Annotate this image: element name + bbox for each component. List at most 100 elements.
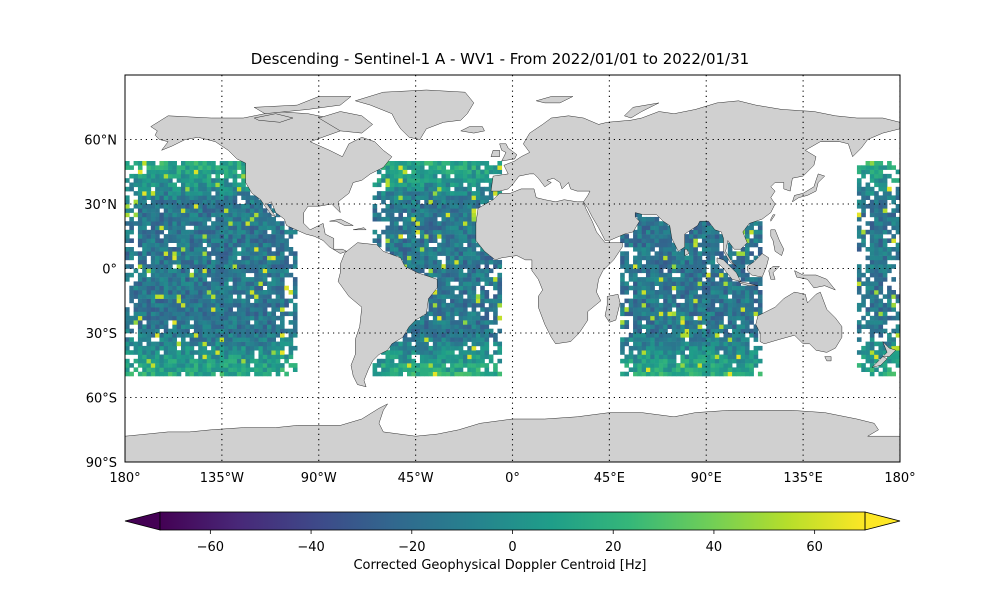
data-cell — [450, 251, 455, 256]
data-cell — [407, 229, 412, 235]
data-cell — [402, 354, 408, 360]
data-cell — [258, 371, 264, 377]
data-cell — [155, 182, 160, 188]
data-cell — [424, 178, 429, 183]
data-cell — [882, 208, 888, 213]
data-cell — [137, 328, 143, 334]
data-cell — [624, 259, 630, 265]
data-cell — [458, 358, 464, 364]
data-cell — [180, 350, 186, 355]
data-cell — [236, 328, 242, 334]
data-cell — [727, 315, 733, 321]
data-cell — [732, 281, 737, 286]
data-cell — [450, 294, 455, 299]
data-cell — [168, 307, 173, 312]
data-cell — [180, 333, 186, 338]
data-cell — [667, 311, 673, 317]
data-cell — [224, 290, 229, 295]
land-iceland — [460, 126, 485, 134]
data-cell — [125, 277, 130, 282]
data-cell — [284, 255, 289, 261]
data-cell — [663, 225, 668, 231]
data-cell — [185, 195, 190, 200]
data-cell — [155, 229, 160, 235]
data-cell — [887, 333, 892, 338]
data-cell — [381, 199, 386, 205]
data-cell — [676, 251, 681, 256]
data-cell — [714, 285, 720, 291]
data-cell — [895, 186, 900, 192]
data-cell — [856, 225, 862, 231]
data-cell — [159, 242, 165, 248]
data-cell — [280, 354, 285, 360]
data-cell — [458, 345, 464, 351]
data-cell — [172, 191, 177, 196]
data-cell — [437, 324, 442, 329]
data-cell — [180, 354, 186, 360]
data-cell — [150, 251, 156, 256]
data-cell — [185, 204, 190, 209]
data-cell — [262, 251, 268, 256]
data-cell — [172, 165, 177, 170]
data-cell — [650, 367, 655, 372]
data-cell — [689, 371, 694, 377]
data-cell — [142, 363, 147, 368]
data-cell — [467, 345, 472, 351]
data-cell — [159, 333, 165, 338]
data-cell — [667, 320, 673, 325]
data-cell — [125, 247, 130, 252]
data-cell — [493, 320, 498, 325]
data-cell — [437, 302, 442, 308]
data-cell — [228, 298, 233, 304]
data-cell — [697, 242, 703, 248]
lon-label: 45°W — [398, 471, 434, 486]
data-cell — [701, 298, 707, 304]
data-cell — [654, 337, 660, 342]
data-cell — [189, 186, 195, 192]
data-cell — [232, 264, 238, 269]
data-cell — [641, 341, 647, 347]
data-cell — [740, 285, 746, 291]
data-cell — [202, 259, 208, 265]
data-cell — [450, 191, 455, 196]
data-cell — [198, 294, 203, 299]
data-cell — [202, 285, 208, 291]
data-cell — [155, 302, 160, 308]
data-cell — [150, 328, 156, 334]
data-cell — [719, 294, 724, 299]
data-cell — [176, 324, 182, 329]
data-cell — [292, 259, 298, 265]
data-cell — [284, 247, 289, 252]
data-cell — [697, 341, 703, 347]
data-cell — [450, 221, 455, 226]
data-cell — [874, 182, 879, 188]
data-cell — [219, 345, 225, 351]
data-cell — [236, 341, 242, 347]
data-cell — [878, 204, 884, 209]
data-cell — [137, 363, 143, 368]
data-cell — [719, 290, 724, 295]
data-cell — [458, 320, 464, 325]
data-cell — [407, 247, 412, 252]
data-cell — [667, 290, 673, 295]
data-cell — [254, 264, 259, 269]
data-cell — [419, 345, 425, 351]
data-cell — [693, 358, 698, 364]
data-cell — [228, 234, 233, 239]
lon-label: 180° — [109, 471, 140, 486]
data-cell — [895, 251, 900, 256]
data-cell — [654, 259, 660, 265]
data-cell — [454, 285, 459, 291]
data-cell — [163, 208, 169, 213]
data-cell — [714, 234, 720, 239]
data-cell — [437, 337, 442, 342]
data-cell — [723, 307, 729, 312]
data-cell — [155, 165, 160, 170]
data-cell — [407, 216, 412, 222]
data-cell — [732, 333, 737, 338]
data-cell — [488, 277, 494, 282]
data-cell — [389, 251, 395, 256]
data-cell — [869, 324, 875, 329]
data-cell — [202, 208, 208, 213]
data-cell — [284, 268, 289, 274]
